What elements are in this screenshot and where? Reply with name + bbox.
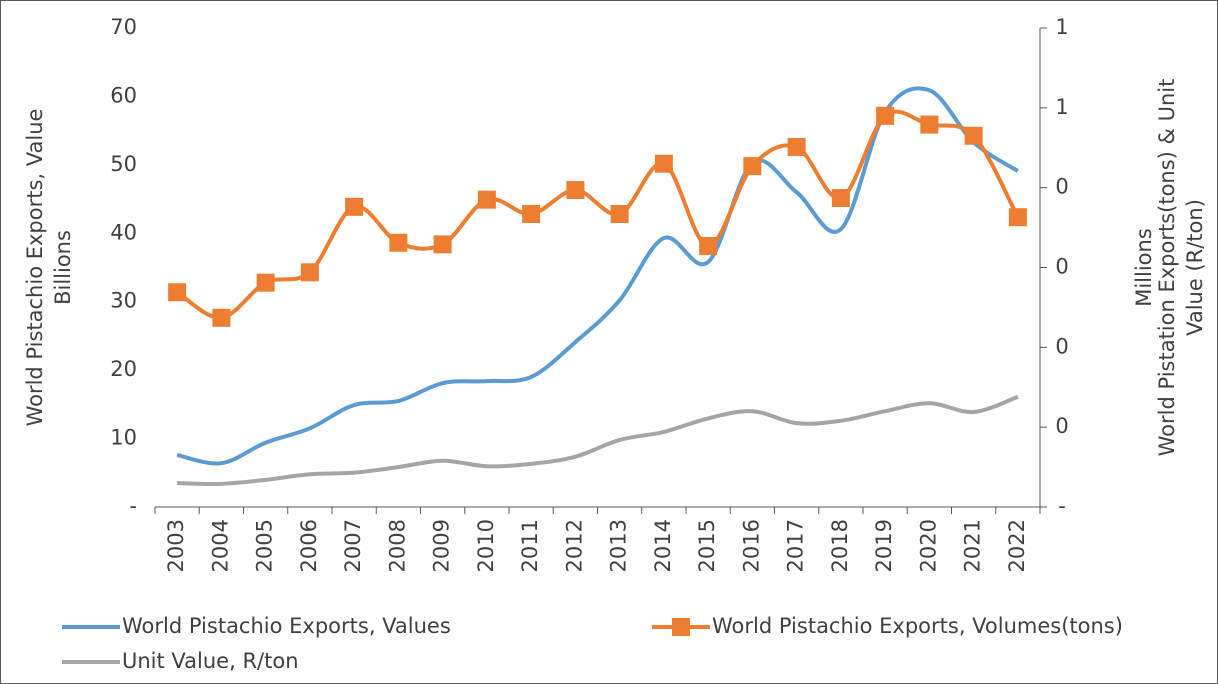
x-tick-label: 2016 [739, 519, 763, 572]
marker [168, 283, 187, 302]
y2-tick-label: - [1058, 494, 1066, 518]
x-tick-label: 2014 [651, 519, 675, 572]
y2-tick-label: 0 [1055, 414, 1068, 438]
y-tick-label: 40 [110, 220, 137, 244]
x-tick-label: 2004 [208, 519, 232, 572]
y2-tick-label: 0 [1055, 255, 1068, 279]
y-tick-label: - [129, 494, 137, 518]
marker [699, 236, 718, 255]
y-tick-label: 20 [110, 357, 137, 381]
x-tick-label: 2005 [253, 519, 277, 572]
marker [300, 263, 319, 282]
y2-tick-label: 1 [1055, 95, 1068, 119]
y2-tick-label: 0 [1055, 334, 1068, 358]
x-tick-label: 2006 [297, 519, 321, 572]
y-axis-unit: Billions [51, 230, 75, 305]
x-tick-label: 2007 [341, 519, 365, 572]
x-tick-label: 2019 [872, 519, 896, 572]
marker [256, 273, 275, 292]
x-tick-label: 2012 [562, 519, 586, 572]
series-line [177, 394, 1019, 486]
y2-axis-unit: Millions [1132, 228, 1156, 307]
legend-label: World Pistachio Exports, Volumes(tons) [712, 614, 1123, 638]
marker [389, 233, 408, 252]
x-tick-label: 2017 [784, 519, 808, 572]
marker [433, 235, 452, 254]
y-axis-title: World Pistachio Exports, Value [23, 109, 47, 427]
x-tick-label: 2011 [518, 519, 542, 572]
x-tick-label: 2009 [430, 519, 454, 572]
y-tick-label: 60 [110, 83, 137, 107]
marker [787, 137, 806, 156]
marker [654, 154, 673, 173]
y-tick-label: 50 [110, 152, 137, 176]
marker [522, 205, 541, 224]
marker [345, 197, 364, 216]
marker [1008, 208, 1027, 227]
marker [964, 126, 983, 145]
x-tick-label: 2022 [1005, 519, 1029, 572]
y2-tick-label: 1 [1055, 15, 1068, 39]
x-tick-label: 2020 [916, 519, 940, 572]
x-tick-label: 2021 [961, 519, 985, 572]
y2-tick-label: 0 [1055, 175, 1068, 199]
legend-marker [672, 618, 690, 636]
x-tick-label: 2013 [607, 519, 631, 572]
marker [566, 181, 585, 200]
x-tick-label: 2010 [474, 519, 498, 572]
marker [743, 157, 762, 176]
y2-axis-title: Value (R/ton) [1183, 199, 1207, 336]
marker [610, 205, 629, 224]
y-tick-label: 70 [110, 15, 137, 39]
legend-label: Unit Value, R/ton [122, 649, 299, 673]
legend-label: World Pistachio Exports, Values [122, 614, 451, 638]
y-tick-label: 10 [110, 426, 137, 450]
marker [876, 106, 895, 125]
x-tick-label: 2008 [385, 519, 409, 572]
marker [920, 115, 939, 134]
marker [477, 190, 496, 209]
x-tick-label: 2003 [164, 519, 188, 572]
marker [212, 308, 231, 327]
x-tick-label: 2018 [828, 519, 852, 572]
y2-axis-title: World Pistation Exports(tons) & Unit [1155, 79, 1179, 457]
marker [831, 189, 850, 208]
x-tick-label: 2015 [695, 519, 719, 572]
y-tick-label: 30 [110, 289, 137, 313]
